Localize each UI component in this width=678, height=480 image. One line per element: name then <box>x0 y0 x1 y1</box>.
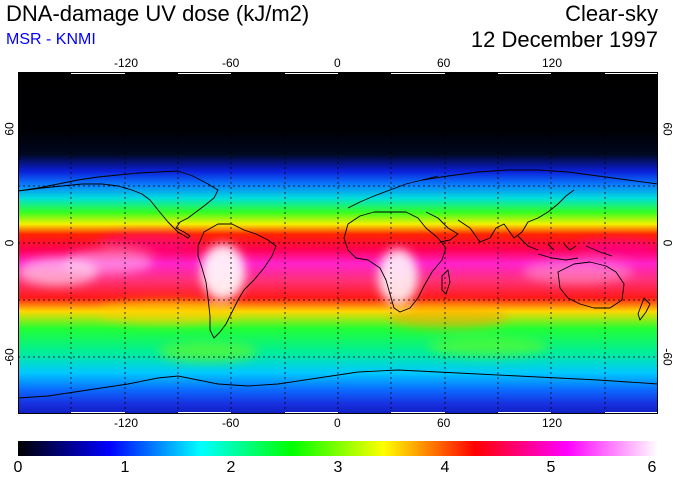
lon-label-bottom: 0 <box>334 416 341 430</box>
uv-dose-map <box>18 72 658 414</box>
uv-patches <box>18 232 658 362</box>
lat-label-right: 0 <box>660 239 675 247</box>
colorbar-label: 1 <box>120 459 130 476</box>
lon-label-top: 60 <box>437 56 451 70</box>
lon-label-top: 120 <box>542 56 563 70</box>
lon-label-top: 0 <box>334 56 341 70</box>
source-label: MSR - KNMI <box>6 31 96 48</box>
lon-label-top: -120 <box>114 56 139 70</box>
date-label: 12 December 1997 <box>470 27 658 52</box>
lat-label-right: -60 <box>660 348 675 366</box>
colorbar-label: 6 <box>647 459 657 476</box>
colorbar <box>18 441 658 456</box>
lon-label-bottom: 120 <box>542 416 563 430</box>
south-america-coast <box>197 223 277 339</box>
australia-coast <box>557 261 625 309</box>
lat-label-left: -60 <box>2 348 17 366</box>
new-zealand-coast <box>637 297 651 321</box>
map-frame <box>18 72 658 414</box>
graticule <box>18 72 658 414</box>
lat-label-left: 60 <box>2 122 17 136</box>
colorbar-label: 0 <box>13 459 23 476</box>
colorbar-label: 5 <box>546 459 556 476</box>
coastlines <box>18 169 658 399</box>
north-america-coast <box>18 170 219 239</box>
sky-condition-label: Clear-sky <box>565 1 658 26</box>
lat-label-left: 0 <box>2 239 17 247</box>
lon-label-top: -60 <box>222 56 240 70</box>
colorbar-label: 4 <box>440 459 450 476</box>
map-title: DNA-damage UV dose (kJ/m2) <box>6 1 310 26</box>
colorbar-label: 3 <box>333 459 343 476</box>
lon-label-bottom: 60 <box>437 416 451 430</box>
asia-coast <box>421 169 658 243</box>
arabia-coast <box>425 211 459 243</box>
africa-coast <box>343 211 447 313</box>
madagascar-coast <box>441 269 451 295</box>
lat-label-right: 60 <box>660 122 675 136</box>
lon-label-bottom: -60 <box>222 416 240 430</box>
lon-label-bottom: -120 <box>114 416 139 430</box>
colorbar-label: 2 <box>226 459 236 476</box>
